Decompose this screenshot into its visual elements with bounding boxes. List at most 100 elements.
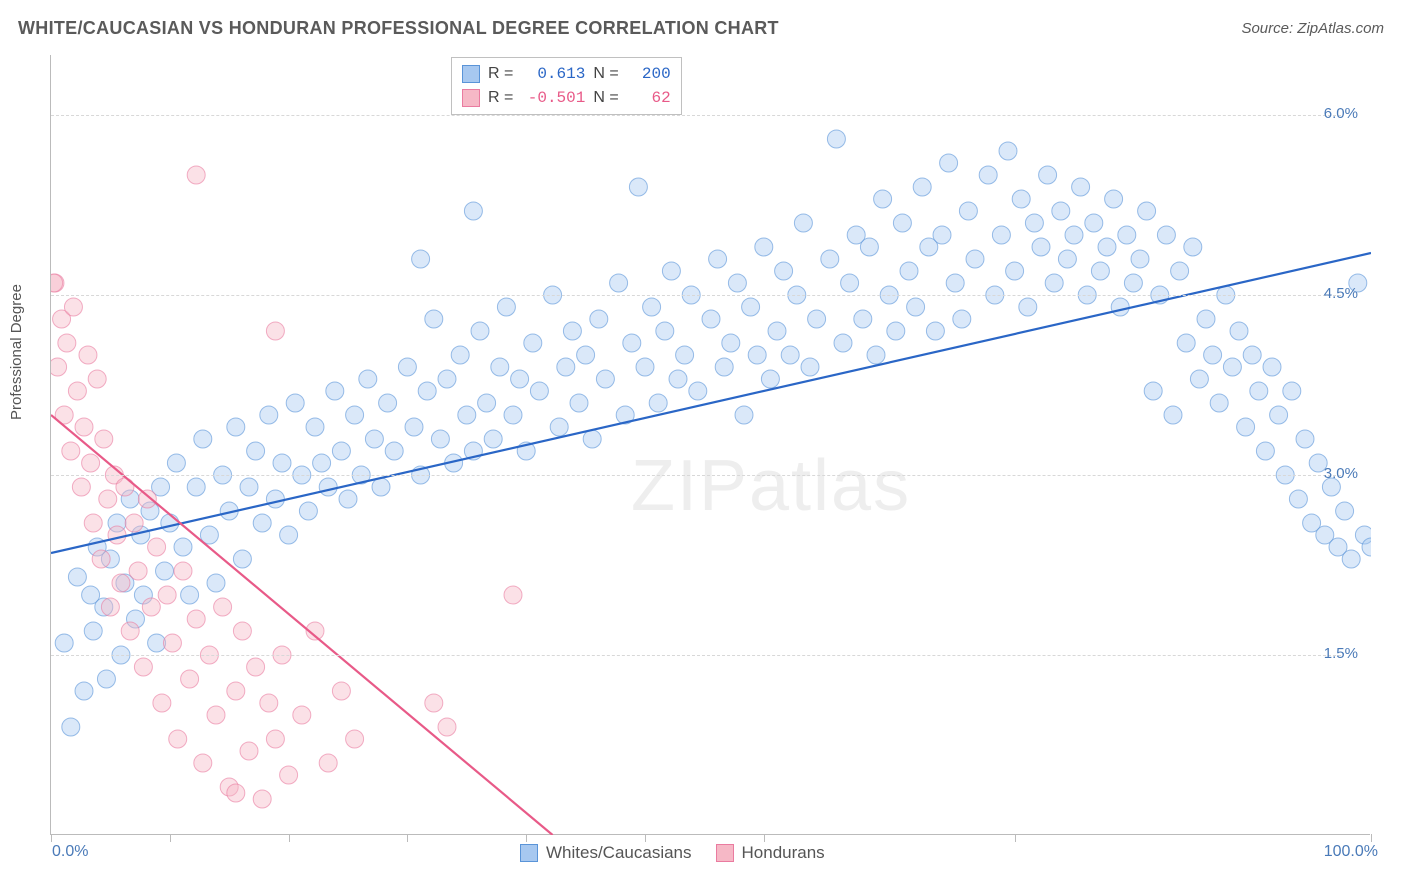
data-point bbox=[101, 598, 119, 616]
stats-row: R =0.613N =200 bbox=[462, 62, 671, 86]
data-point bbox=[181, 586, 199, 604]
data-point bbox=[108, 526, 126, 544]
stat-n-label: N = bbox=[593, 86, 618, 110]
stats-row: R =-0.501N =62 bbox=[462, 86, 671, 110]
gridline bbox=[51, 655, 1341, 656]
data-point bbox=[121, 622, 139, 640]
data-point bbox=[1032, 238, 1050, 256]
data-point bbox=[293, 706, 311, 724]
data-point bbox=[161, 514, 179, 532]
data-point bbox=[326, 382, 344, 400]
data-point bbox=[458, 406, 476, 424]
data-point bbox=[1085, 214, 1103, 232]
data-point bbox=[142, 598, 160, 616]
data-point bbox=[75, 418, 93, 436]
data-point bbox=[438, 370, 456, 388]
stat-r-label: R = bbox=[488, 62, 513, 86]
data-point bbox=[167, 454, 185, 472]
data-point bbox=[497, 298, 515, 316]
data-point bbox=[247, 658, 265, 676]
data-point bbox=[99, 490, 117, 508]
legend-swatch-icon bbox=[520, 844, 538, 862]
data-point bbox=[1058, 250, 1076, 268]
data-point bbox=[1237, 418, 1255, 436]
data-point bbox=[438, 718, 456, 736]
data-point bbox=[966, 250, 984, 268]
data-point bbox=[266, 730, 284, 748]
gridline bbox=[51, 115, 1341, 116]
data-point bbox=[187, 478, 205, 496]
x-tick bbox=[51, 834, 52, 842]
stat-n-label: N = bbox=[593, 62, 618, 86]
x-axis-end-label: 100.0% bbox=[1324, 843, 1378, 861]
data-point bbox=[669, 370, 687, 388]
data-point bbox=[194, 430, 212, 448]
data-point bbox=[636, 358, 654, 376]
data-point bbox=[478, 394, 496, 412]
data-point bbox=[524, 334, 542, 352]
data-point bbox=[1111, 298, 1129, 316]
data-point bbox=[900, 262, 918, 280]
data-point bbox=[959, 202, 977, 220]
stat-r-value: 0.613 bbox=[521, 62, 585, 86]
data-point bbox=[253, 514, 271, 532]
stat-r-value: -0.501 bbox=[521, 86, 585, 110]
data-point bbox=[174, 562, 192, 580]
data-point bbox=[1045, 274, 1063, 292]
data-point bbox=[801, 358, 819, 376]
data-point bbox=[755, 238, 773, 256]
data-point bbox=[748, 346, 766, 364]
data-point bbox=[735, 406, 753, 424]
data-point bbox=[867, 346, 885, 364]
data-point bbox=[247, 442, 265, 460]
stats-legend-box: R =0.613N =200R =-0.501N =62 bbox=[451, 57, 682, 115]
data-point bbox=[1336, 502, 1354, 520]
data-point bbox=[887, 322, 905, 340]
data-point bbox=[1243, 346, 1261, 364]
trend-line bbox=[51, 253, 1371, 553]
source-attribution: Source: ZipAtlas.com bbox=[1241, 20, 1384, 37]
y-tick-label: 1.5% bbox=[1324, 645, 1358, 662]
legend-swatch-icon bbox=[716, 844, 734, 862]
data-point bbox=[359, 370, 377, 388]
data-point bbox=[412, 250, 430, 268]
data-point bbox=[1144, 382, 1162, 400]
data-point bbox=[319, 478, 337, 496]
data-point bbox=[346, 406, 364, 424]
data-point bbox=[689, 382, 707, 400]
data-point bbox=[808, 310, 826, 328]
data-point bbox=[306, 418, 324, 436]
data-point bbox=[138, 490, 156, 508]
data-point bbox=[158, 586, 176, 604]
y-tick-label: 6.0% bbox=[1324, 105, 1358, 122]
data-point bbox=[62, 442, 80, 460]
data-point bbox=[715, 358, 733, 376]
legend-label: Hondurans bbox=[742, 843, 825, 863]
data-point bbox=[233, 550, 251, 568]
data-point bbox=[530, 382, 548, 400]
x-tick bbox=[526, 834, 527, 842]
stat-n-value: 62 bbox=[627, 86, 671, 110]
data-point bbox=[1131, 250, 1149, 268]
data-point bbox=[88, 370, 106, 388]
data-point bbox=[550, 418, 568, 436]
data-point bbox=[563, 322, 581, 340]
data-point bbox=[451, 346, 469, 364]
data-point bbox=[570, 394, 588, 412]
data-point bbox=[557, 358, 575, 376]
data-point bbox=[821, 250, 839, 268]
data-point bbox=[227, 682, 245, 700]
x-tick bbox=[1015, 834, 1016, 842]
data-point bbox=[471, 322, 489, 340]
data-point bbox=[1164, 406, 1182, 424]
data-point bbox=[346, 730, 364, 748]
data-point bbox=[610, 274, 628, 292]
data-point bbox=[854, 310, 872, 328]
data-point bbox=[860, 238, 878, 256]
data-point bbox=[332, 442, 350, 460]
data-point bbox=[280, 526, 298, 544]
data-point bbox=[156, 562, 174, 580]
x-tick bbox=[170, 834, 171, 842]
data-point bbox=[1197, 310, 1215, 328]
data-point bbox=[893, 214, 911, 232]
